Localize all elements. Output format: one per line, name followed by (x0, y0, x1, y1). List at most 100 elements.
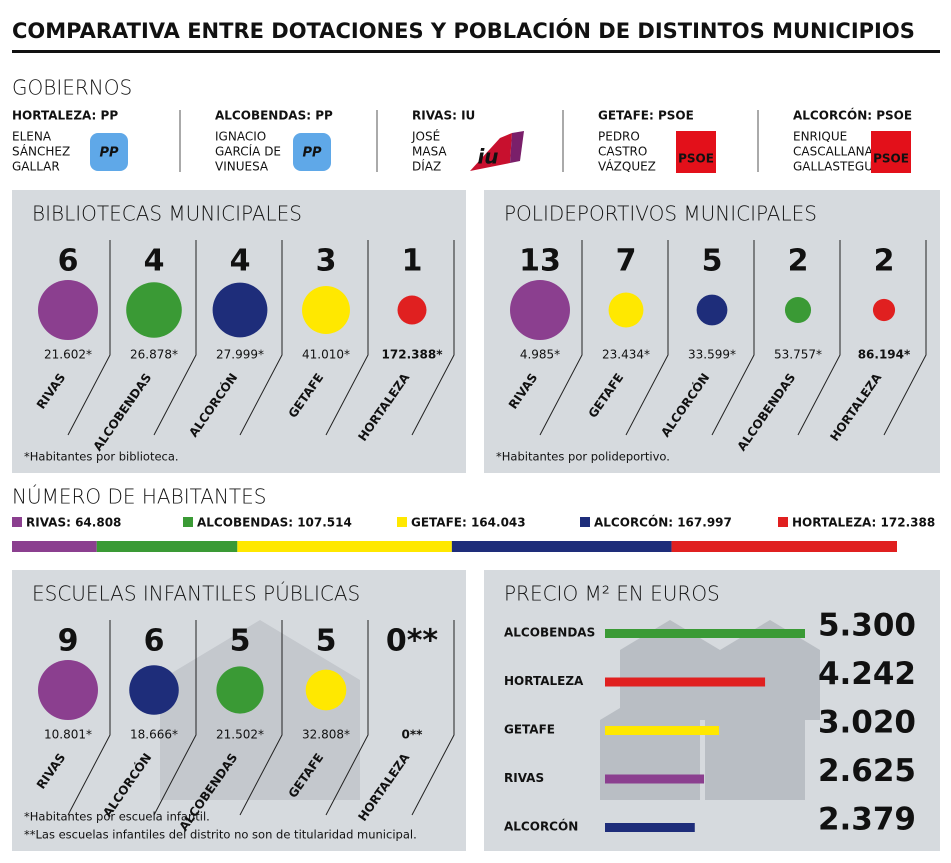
bar-segment (451, 541, 672, 552)
per-capita-label: 32.808* (302, 728, 350, 742)
legend-label: RIVAS: 64.808 (26, 516, 121, 530)
bar (605, 677, 766, 687)
count-label: 3 (316, 244, 337, 279)
per-capita-label: 41.010* (302, 348, 350, 362)
mayor-name: GARCÍA DE (215, 144, 281, 159)
per-capita-label: 172.388* (382, 348, 444, 362)
column-divider (797, 240, 841, 436)
mayor-name: CASTRO (598, 145, 647, 159)
mayor-name: CASCALLANA (793, 145, 874, 159)
mayor-name: GALLASTEGUI (793, 160, 877, 174)
bar (605, 774, 705, 784)
count-label: 13 (519, 244, 561, 279)
legend-swatch (778, 517, 788, 527)
title-rule (12, 50, 940, 53)
chart-title: PRECIO M² EN EUROS (504, 582, 720, 606)
column-divider (239, 240, 283, 436)
party-logo (470, 133, 512, 171)
count-label: 5 (702, 244, 723, 279)
footnote: **Las escuelas infantiles del distrito n… (24, 828, 417, 842)
party-logo-text: iu (477, 145, 498, 169)
column-divider (325, 620, 369, 816)
legend-label: ALCOBENDAS: 107.514 (197, 516, 352, 530)
chart-title: NÚMERO DE HABITANTES (12, 485, 266, 509)
government-heading: GETAFE: PSOE (598, 109, 694, 123)
column-divider (153, 620, 197, 816)
per-capita-label: 4.985* (520, 348, 560, 362)
legend-swatch (397, 517, 407, 527)
bubble (212, 282, 268, 338)
bubble (397, 295, 427, 325)
category-label: HORTALEZA (504, 674, 584, 688)
column-divider (411, 620, 455, 816)
count-label: 9 (58, 624, 79, 659)
per-capita-label: 23.434* (602, 348, 650, 362)
column-divider (67, 240, 111, 436)
count-label: 5 (230, 624, 251, 659)
count-label: 6 (144, 624, 165, 659)
value-label: 2.625 (818, 753, 916, 789)
count-label: 1 (402, 244, 423, 279)
party-logo-text: PSOE (678, 152, 714, 166)
chart-title: ESCUELAS INFANTILES PÚBLICAS (32, 582, 360, 606)
category-label: ALCORCÓN (504, 819, 578, 834)
category-label: GETAFE (504, 723, 555, 737)
mayor-name: PEDRO (598, 130, 640, 144)
per-capita-label: 21.602* (44, 348, 92, 362)
mayor-name: VÁZQUEZ (598, 159, 656, 174)
per-capita-label: 18.666* (130, 728, 178, 742)
column-divider (883, 240, 927, 436)
legend-swatch (12, 517, 22, 527)
bubble (302, 286, 350, 334)
value-label: 3.020 (818, 705, 916, 741)
bar-segment (237, 541, 452, 552)
government-heading: ALCOBENDAS: PP (215, 109, 333, 123)
bubble (510, 280, 570, 340)
bubble (38, 280, 98, 340)
bubble (216, 666, 264, 714)
legend-label: HORTALEZA: 172.388 (792, 516, 935, 530)
bar-segment (96, 541, 238, 552)
count-label: 2 (874, 244, 895, 279)
per-capita-label: 86.194* (858, 348, 911, 362)
count-label: 7 (616, 244, 637, 279)
bubble (129, 665, 179, 715)
bubble (608, 292, 644, 328)
party-logo (90, 133, 128, 171)
footnote: *Habitantes por escuela infantil. (24, 810, 210, 824)
party-logo-text: PP (99, 146, 119, 161)
value-label: 4.242 (818, 656, 916, 692)
bar (605, 726, 719, 735)
mayor-name: DÍAZ (412, 159, 441, 174)
count-label: 0** (386, 624, 439, 659)
mayor-name: SÁNCHEZ (12, 144, 70, 159)
legend-label: ALCORCÓN: 167.997 (594, 515, 732, 530)
government-heading: ALCORCÓN: PSOE (793, 108, 912, 123)
chart-title: BIBLIOTECAS MUNICIPALES (32, 202, 302, 226)
legend-swatch (183, 517, 193, 527)
value-label: 2.379 (818, 802, 916, 838)
category-label: ALCOBENDAS (504, 626, 595, 640)
count-label: 6 (58, 244, 79, 279)
legend-swatch (580, 517, 590, 527)
per-capita-label: 53.757* (774, 348, 822, 362)
bubble (784, 296, 812, 324)
column-divider (411, 240, 455, 436)
value-label: 5.300 (818, 608, 916, 644)
count-label: 4 (144, 244, 165, 279)
column-divider (325, 240, 369, 436)
count-label: 5 (316, 624, 337, 659)
column-divider (625, 240, 669, 436)
per-capita-label: 0** (402, 728, 424, 742)
legend-label: GETAFE: 164.043 (411, 516, 526, 530)
party-logo (871, 131, 911, 173)
column-divider (67, 620, 111, 816)
per-capita-label: 27.999* (216, 348, 264, 362)
bubble (126, 282, 182, 338)
mayor-name: ENRIQUE (793, 130, 847, 144)
section-title: GOBIERNOS (12, 76, 132, 100)
bubble (38, 660, 98, 720)
party-logo (510, 131, 524, 163)
party-logo-text: PP (302, 146, 322, 161)
